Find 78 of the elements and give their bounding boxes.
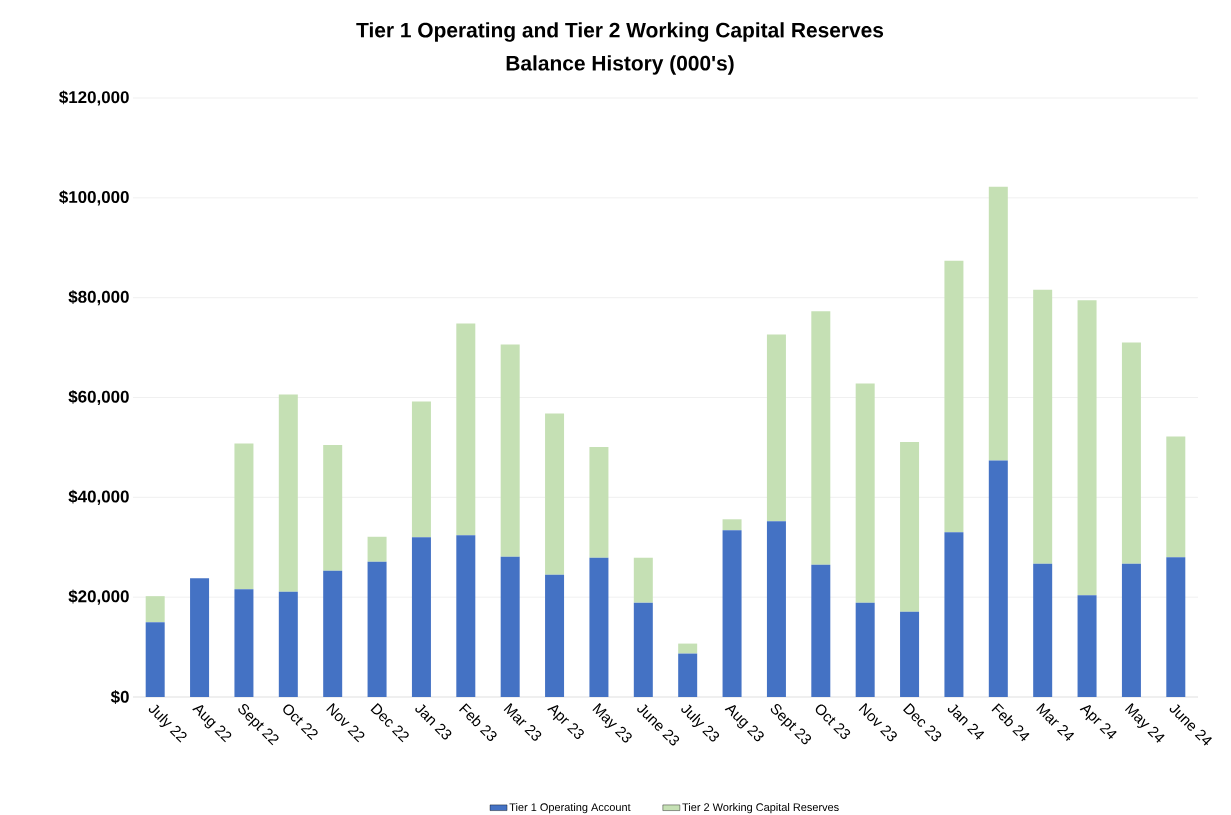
x-tick-label: Dec 23 (903, 702, 942, 742)
bar (988, 460, 1008, 697)
bar (545, 413, 565, 575)
bar (367, 536, 387, 562)
bar (456, 535, 476, 697)
bar (1121, 563, 1141, 697)
x-tick-label: Mar 23 (503, 702, 542, 741)
x-tick-label: Feb 24 (991, 703, 1030, 742)
bar (411, 537, 431, 697)
x-tick-label: Apr 24 (1079, 705, 1117, 740)
bar (766, 521, 786, 697)
bar (1077, 300, 1097, 596)
x-tick-label: July 22 (148, 704, 187, 743)
bar (1033, 563, 1053, 697)
bar (855, 602, 875, 697)
bar (589, 446, 609, 558)
bar (633, 602, 653, 697)
bar (500, 344, 520, 557)
chart-subtitle: Balance History (000's) (506, 55, 734, 75)
x-tick-label: Oct 22 (283, 704, 318, 740)
bar (633, 557, 653, 603)
bar (145, 596, 165, 623)
bar (811, 311, 831, 565)
x-tick-label: Mar 24 (1036, 702, 1075, 741)
y-tick-label: $100,000 (59, 190, 129, 206)
bar (722, 530, 742, 697)
bar (722, 519, 742, 531)
chart-title: Tier 1 Operating and Tier 2 Working Capital Reserves (356, 22, 884, 42)
x-tick-label: July 23 (681, 704, 720, 742)
bar (234, 443, 254, 590)
bar (278, 394, 298, 592)
bar (900, 441, 920, 612)
bar (811, 564, 831, 697)
x-tick-label: May 23 (592, 702, 632, 743)
x-tick-label: May 24 (1124, 702, 1165, 743)
bar (766, 334, 786, 522)
y-tick-label: $0 (110, 690, 129, 704)
bar (678, 643, 698, 654)
x-tick-label: Feb 23 (459, 703, 497, 741)
bar (900, 611, 920, 697)
bar (545, 574, 565, 697)
y-tick-label: $120,000 (59, 90, 129, 106)
x-tick-label: Nov 22 (326, 702, 365, 743)
y-tick-label: $20,000 (68, 589, 129, 605)
bar (234, 589, 254, 697)
x-tick-label: Apr 23 (547, 705, 584, 739)
y-tick-label: $60,000 (68, 389, 129, 406)
x-tick-label: Jan 23 (415, 704, 452, 740)
bar (988, 186, 1008, 461)
bar (589, 557, 609, 697)
x-tick-label: Aug 22 (192, 705, 232, 743)
bar (1121, 342, 1141, 564)
bar (190, 578, 210, 697)
bar (1077, 595, 1097, 697)
y-tick-label: $80,000 (68, 290, 129, 306)
bar (323, 444, 343, 571)
x-tick-label: Jan 24 (947, 704, 985, 740)
bar (278, 591, 298, 697)
x-tick-label: Oct 23 (815, 704, 851, 739)
bar (367, 561, 387, 697)
bar (1033, 289, 1053, 564)
bar (500, 556, 520, 697)
bar (678, 653, 698, 697)
bar (1166, 436, 1186, 558)
bar (145, 622, 165, 697)
bar (855, 383, 875, 603)
x-tick-label: Aug 23 (724, 705, 764, 742)
bar (944, 260, 964, 533)
legend-label: Tier 1 Operating Account (509, 803, 631, 814)
x-tick-label: Nov 23 (858, 702, 897, 742)
legend-label: Tier 2 Working Capital Reserves (682, 803, 839, 814)
bar (456, 323, 476, 536)
bar (944, 532, 964, 697)
bar (1166, 557, 1186, 697)
x-tick-label: Dec 22 (370, 702, 409, 743)
bar (411, 401, 431, 538)
y-tick-label: $40,000 (68, 489, 129, 505)
bar (323, 570, 343, 697)
